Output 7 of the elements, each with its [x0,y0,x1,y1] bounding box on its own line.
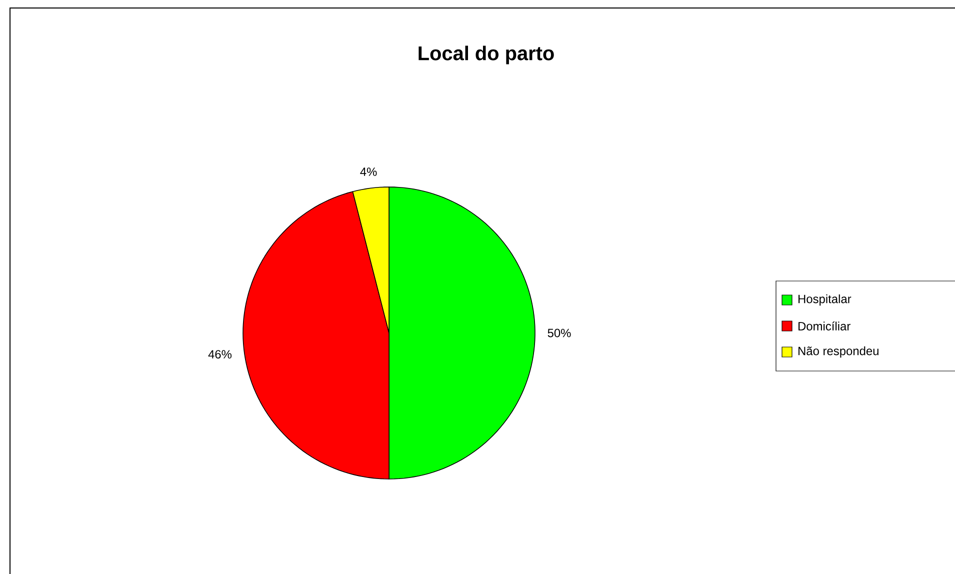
data-label: 4% [360,168,377,176]
data-label: 50% [548,328,571,338]
data-label: 46% [208,350,232,359]
legend-label: Domicíliar [798,322,850,330]
legend-label: Não respondeu [798,346,878,358]
chart-title: Local do parto [418,46,554,64]
legend-label: Hospitalar [798,294,852,306]
